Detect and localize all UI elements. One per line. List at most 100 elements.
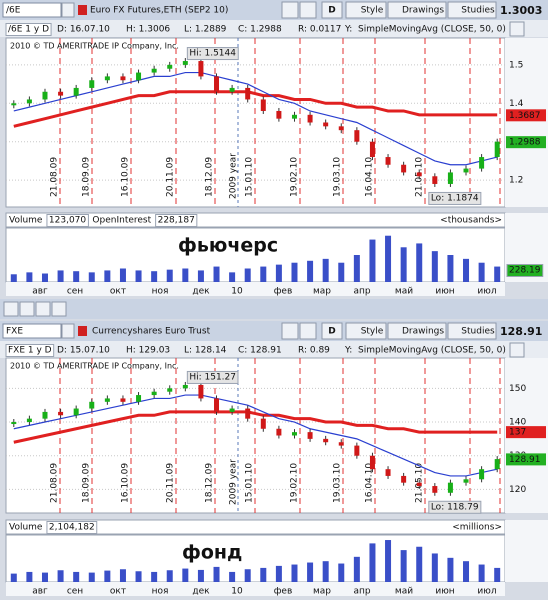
x-tick-label: ноя [152,287,169,297]
toolbar-button[interactable] [387,322,447,340]
volume-value: 228,187 [158,216,195,226]
year-label: 2009 year [229,459,239,505]
candle [260,99,266,111]
volume-bar [151,571,158,582]
volume-bar [275,264,282,282]
volume-bar [275,565,282,582]
symbol-dropdown[interactable] [61,323,75,339]
hi-label: Hi: 1.5144 [189,49,236,59]
volume-bar [119,268,126,282]
y-tick-label: 1.2 [509,176,523,186]
volume-value-box [155,214,198,227]
tool-icon[interactable] [299,322,317,340]
settings-icon[interactable] [509,342,525,358]
price-marker-label: 1.2988 [509,138,541,148]
toolbar-button-label[interactable]: Studies [461,327,495,337]
toolbar-button[interactable] [447,322,497,340]
event-date: 21.08.09 [50,157,60,197]
volume-bar [291,564,298,582]
x-tick-label: авг [32,287,48,297]
price-marker [506,109,546,122]
symbol-input[interactable] [2,323,62,339]
tool-icon[interactable] [281,322,299,340]
candle [245,87,251,100]
toolbar-button-label[interactable]: Style [361,327,384,337]
volume-bar [135,571,142,582]
symbol: FXE [6,327,23,337]
info-field: C: 1.2988 [238,25,282,35]
x-tick-label: окт [110,587,126,597]
volume-bar [463,258,470,282]
toolbar-button[interactable] [321,322,343,340]
event-date: 19.03.10 [333,157,343,197]
tool-icon[interactable] [299,1,317,19]
volume-value-box [46,521,98,534]
x-tick-label: дек [192,287,210,297]
volume-bar [26,571,33,582]
volume-bar [10,274,17,282]
candle [291,114,297,119]
volume-bar [353,556,360,582]
info-field: SimpleMovingAvg (CLOSE, 50, 0) [358,346,506,356]
candle [385,157,391,165]
candle [89,401,95,409]
control-button[interactable] [51,301,67,317]
volume-bar [166,570,173,582]
panel-label: фьючерс [178,235,278,257]
candle [447,482,453,493]
candle [136,72,142,81]
settings-icon[interactable] [509,21,525,37]
x-tick-label: ноя [152,587,169,597]
volume-bar [431,251,438,282]
symbol-input[interactable] [2,2,62,18]
volume-field: OpenInterest [92,216,151,226]
y-tick-label: 150 [509,384,526,394]
toolbar-button-label[interactable]: D [328,6,335,16]
volume-bar [41,273,48,282]
control-button[interactable] [35,301,51,317]
candle [307,432,313,439]
toolbar-button-label[interactable]: D [328,327,335,337]
toolbar-button-label[interactable]: Style [361,6,384,16]
candle [401,475,407,483]
volume-bar [213,566,220,582]
x-tick-label: 10 [231,287,243,297]
candle [494,141,500,158]
candle [26,418,32,423]
event-date: 16.04.10 [365,157,375,197]
toolbar-button-label[interactable]: Drawings [402,6,444,16]
candle [58,411,64,416]
event-date: 18.09.09 [82,463,92,503]
toolbar-button[interactable] [321,1,343,19]
candle [401,164,407,173]
volume-bar [229,571,236,582]
candle [323,122,329,127]
x-tick-label: сен [67,587,83,597]
info-field: L: 128.14 [184,346,227,356]
candle [463,168,469,173]
toolbar-button-label[interactable]: Studies [461,6,495,16]
toolbar-button[interactable] [387,1,447,19]
toolbar-button[interactable] [345,322,387,340]
x-tick-label: июл [477,587,496,597]
info-field: SimpleMovingAvg (CLOSE, 50, 0) [358,25,506,35]
toolbar-button[interactable] [447,1,497,19]
price-marker [506,136,546,149]
volume-bar [119,569,126,582]
tool-icon[interactable] [281,1,299,19]
watermark: 2010 © TD AMERITRADE IP Company, Inc. [10,42,179,51]
control-button[interactable] [19,301,35,317]
volume-unit: <millions> [452,523,502,533]
candle [42,91,48,100]
volume-bar [416,243,423,282]
candle [416,482,422,487]
volume-bar [400,247,407,282]
toolbar-button[interactable] [345,1,387,19]
volume-bar [244,268,251,282]
control-button[interactable] [3,301,19,317]
toolbar-button-label[interactable]: Drawings [402,327,444,337]
candle [104,398,110,402]
volume-bar [322,258,329,282]
volume-value: 123,070 [49,216,86,226]
symbol-dropdown[interactable] [61,2,75,18]
